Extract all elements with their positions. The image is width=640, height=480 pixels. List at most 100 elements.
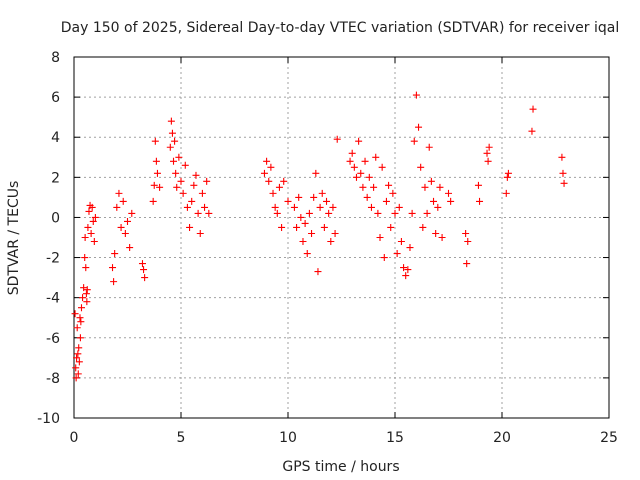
data-point [73, 354, 81, 362]
data-point [275, 183, 283, 191]
data-point [445, 189, 452, 197]
data-point [151, 137, 159, 145]
data-point [113, 203, 121, 211]
data-point [84, 223, 92, 231]
data-point [121, 229, 129, 237]
data-point [74, 370, 82, 378]
data-point [138, 260, 146, 268]
data-point [196, 229, 204, 237]
data-point [271, 203, 279, 211]
data-point [323, 197, 331, 205]
data-point [559, 169, 567, 177]
data-point [331, 229, 339, 237]
data-point [357, 169, 365, 177]
data-point [201, 203, 209, 211]
data-point [76, 334, 84, 342]
data-point [374, 209, 382, 217]
data-point [192, 171, 200, 179]
data-point [128, 209, 136, 217]
data-point [171, 137, 179, 145]
data-point [387, 223, 395, 231]
data-point [385, 181, 393, 189]
data-point [432, 229, 440, 237]
data-point [150, 181, 158, 189]
data-point [90, 238, 98, 246]
data-point [423, 209, 431, 217]
chart-title: Day 150 of 2025, Sidereal Day-to-day VTE… [61, 20, 619, 36]
data-point [87, 229, 95, 237]
data-point [71, 310, 79, 318]
data-point [359, 183, 367, 191]
data-point [153, 169, 161, 177]
data-point [427, 177, 435, 185]
y-tick-label: 0 [51, 210, 60, 226]
data-point [168, 129, 176, 137]
data-point [179, 189, 187, 197]
data-point [352, 173, 360, 181]
data-point [346, 157, 354, 165]
data-point [404, 266, 412, 274]
data-point [293, 223, 301, 231]
data-point [203, 177, 211, 185]
data-point [361, 157, 369, 165]
data-point [412, 91, 420, 99]
data-point [355, 137, 363, 145]
data-point [463, 260, 471, 268]
data-point [76, 314, 84, 322]
x-tick-label: 0 [70, 430, 79, 446]
data-point [183, 203, 191, 211]
data-point [82, 264, 90, 272]
data-point [316, 203, 324, 211]
data-point [305, 209, 313, 217]
data-point [170, 157, 178, 165]
data-point [72, 364, 80, 372]
data-point [485, 143, 493, 151]
data-point [484, 157, 492, 165]
data-point [267, 163, 275, 171]
data-point [391, 209, 399, 217]
data-point [167, 117, 175, 125]
data-point [152, 157, 160, 165]
data-point [464, 238, 472, 246]
data-point [81, 234, 89, 241]
data-point [85, 207, 93, 215]
data-point [166, 143, 174, 151]
data-point [325, 209, 333, 217]
data-point [389, 189, 397, 197]
data-point [263, 157, 271, 165]
data-point [190, 181, 198, 189]
x-tick-label: 15 [386, 430, 404, 446]
data-point [141, 274, 149, 282]
data-point [186, 223, 194, 231]
plot-frame [73, 56, 610, 419]
data-point [89, 217, 97, 225]
data-point [177, 177, 185, 185]
data-point [400, 264, 408, 272]
x-tick-label: 10 [279, 430, 297, 446]
data-point [75, 358, 83, 366]
data-point [382, 197, 390, 205]
data-point [109, 264, 117, 272]
data-point [260, 169, 268, 177]
data-point [367, 203, 375, 211]
data-point [194, 209, 202, 217]
data-point [376, 234, 384, 241]
data-point [447, 197, 455, 205]
data-point [410, 137, 418, 145]
data-point [502, 189, 510, 197]
data-point [327, 238, 335, 246]
data-point [308, 229, 316, 237]
data-point [363, 193, 371, 201]
data-point [269, 189, 277, 197]
data-point [314, 268, 322, 276]
data-point [172, 169, 180, 177]
y-tick-label: -2 [46, 251, 60, 267]
y-tick-labels: -10 -8 -6 -4 -2 0 2 4 6 8 [37, 50, 60, 427]
data-point [83, 286, 91, 294]
data-point [419, 223, 427, 231]
x-tick-label: 20 [493, 430, 511, 446]
data-point [124, 217, 131, 225]
data-point [333, 135, 341, 143]
data-point [438, 234, 446, 241]
